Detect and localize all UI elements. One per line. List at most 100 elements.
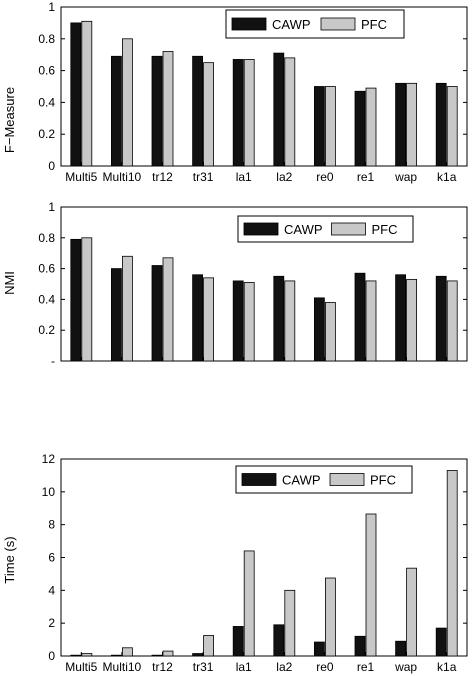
bar-cawp-k1a bbox=[435, 82, 447, 167]
bar-cawp-wap bbox=[395, 82, 407, 167]
bar-pfc-tr31 bbox=[203, 277, 215, 362]
bar-pfc-re0 bbox=[324, 302, 336, 362]
x-tick-label: tr31 bbox=[193, 660, 214, 674]
bar-pfc-la2 bbox=[284, 589, 296, 657]
bar-cawp-multi10 bbox=[111, 654, 122, 657]
y-tick-label: 0.8 bbox=[38, 32, 55, 46]
bar-pfc-multi10 bbox=[122, 255, 133, 362]
y-axis-label: F−Measure bbox=[2, 87, 17, 153]
bar-pfc-tr31 bbox=[203, 635, 215, 657]
legend-swatch-pfc bbox=[329, 473, 365, 486]
bar-cawp-la2 bbox=[273, 275, 285, 362]
x-tick-label: k1a bbox=[437, 660, 457, 674]
x-tick-label: la1 bbox=[236, 660, 252, 674]
y-tick-label: 8 bbox=[48, 518, 55, 532]
bar-cawp-multi5 bbox=[70, 654, 82, 657]
legend-label-pfc: PFC bbox=[370, 473, 396, 488]
bar-pfc-la1 bbox=[243, 550, 255, 657]
y-tick-label: 0 bbox=[48, 159, 55, 173]
x-tick-label: re0 bbox=[316, 660, 334, 674]
bar-pfc-multi5 bbox=[81, 20, 93, 167]
bar-pfc-la1 bbox=[243, 282, 255, 362]
x-tick-label: re0 bbox=[316, 170, 334, 184]
bar-cawp-la1 bbox=[232, 280, 244, 362]
x-tick-label: re1 bbox=[357, 170, 375, 184]
plot-frame bbox=[60, 6, 468, 167]
bar-cawp-multi10 bbox=[111, 55, 122, 167]
x-tick-label: Multi5 bbox=[65, 170, 97, 184]
legend-label-cawp: CAWP bbox=[284, 222, 323, 237]
y-tick-label: 10 bbox=[42, 485, 56, 499]
y-tick-label: 0.4 bbox=[38, 95, 55, 109]
legend-label-cawp: CAWP bbox=[282, 473, 321, 488]
legend-label-pfc: PFC bbox=[372, 222, 398, 237]
bar-pfc-tr12 bbox=[162, 51, 174, 167]
x-tick-label: tr12 bbox=[152, 660, 173, 674]
y-tick-label: 12 bbox=[42, 452, 56, 466]
x-tick-label: Multi10 bbox=[103, 660, 142, 674]
bar-pfc-re1 bbox=[365, 280, 377, 362]
bar-pfc-re1 bbox=[365, 513, 377, 657]
bar-cawp-wap bbox=[395, 274, 407, 362]
bar-pfc-wap bbox=[406, 278, 418, 362]
y-tick-label: 0.6 bbox=[38, 64, 55, 78]
bar-pfc-wap bbox=[406, 82, 418, 167]
legend-swatch-cawp bbox=[243, 222, 279, 236]
bar-cawp-re0 bbox=[313, 86, 325, 167]
bar-pfc-la2 bbox=[284, 57, 296, 167]
bar-cawp-multi5 bbox=[70, 238, 82, 362]
bar-pfc-la1 bbox=[243, 59, 255, 167]
bar-cawp-re0 bbox=[313, 641, 325, 657]
bar-pfc-k1a bbox=[446, 280, 458, 362]
bar-pfc-tr12 bbox=[162, 257, 174, 362]
bar-pfc-multi10 bbox=[122, 38, 133, 167]
legend: CAWP PFC bbox=[225, 9, 405, 39]
x-tick-label: tr12 bbox=[152, 170, 173, 184]
x-tick-label: la1 bbox=[236, 170, 252, 184]
bar-pfc-tr31 bbox=[203, 62, 215, 167]
bar-pfc-multi5 bbox=[81, 237, 93, 362]
bar-pfc-multi5 bbox=[81, 653, 93, 657]
bar-cawp-la2 bbox=[273, 624, 285, 657]
legend-swatch-cawp bbox=[241, 473, 277, 486]
y-tick-label: 6 bbox=[48, 551, 55, 565]
bar-cawp-tr12 bbox=[151, 265, 163, 362]
bar-pfc-tr12 bbox=[162, 650, 174, 657]
bar-pfc-k1a bbox=[446, 470, 458, 657]
bar-pfc-la2 bbox=[284, 280, 296, 362]
y-tick-label: 0 bbox=[48, 649, 55, 663]
bar-cawp-la1 bbox=[232, 626, 244, 657]
bar-cawp-tr12 bbox=[151, 55, 163, 167]
bar-cawp-multi5 bbox=[70, 22, 82, 167]
legend-label-cawp: CAWP bbox=[272, 17, 311, 32]
bar-pfc-re0 bbox=[324, 577, 336, 657]
bar-pfc-k1a bbox=[446, 86, 458, 167]
y-tick-label: 0.4 bbox=[38, 292, 55, 306]
bar-cawp-tr31 bbox=[192, 653, 204, 657]
y-tick-label: 0.8 bbox=[38, 231, 55, 245]
legend: CAWP PFC bbox=[235, 465, 413, 494]
chart-panel-1: 0 0.2 0.4 0.6 0.8 1 F−Measure Multi5 Multi10 tr12… bbox=[2, 0, 468, 184]
bar-cawp-la1 bbox=[232, 59, 244, 167]
legend: CAWP PFC bbox=[237, 215, 414, 243]
bar-pfc-wap bbox=[406, 567, 418, 657]
x-tick-label: k1a bbox=[437, 170, 457, 184]
x-tick-label: Multi10 bbox=[103, 170, 142, 184]
bar-cawp-tr31 bbox=[192, 55, 204, 167]
y-tick-label: 2 bbox=[48, 616, 55, 630]
y-tick-label: 0.6 bbox=[38, 262, 55, 276]
bar-cawp-multi10 bbox=[111, 268, 122, 362]
bar-cawp-re1 bbox=[354, 272, 366, 362]
bar-cawp-k1a bbox=[435, 275, 447, 362]
bar-pfc-re1 bbox=[365, 87, 377, 167]
y-tick-label: 0.2 bbox=[38, 323, 55, 337]
legend-swatch-pfc bbox=[320, 17, 356, 31]
x-tick-label: Multi5 bbox=[65, 660, 97, 674]
x-tick-label: la2 bbox=[276, 170, 292, 184]
y-axis-label: Time (s) bbox=[2, 536, 17, 583]
bar-pfc-multi10 bbox=[122, 647, 133, 657]
bar-cawp-tr31 bbox=[192, 274, 204, 362]
bar-cawp-re0 bbox=[313, 297, 325, 362]
chart-panel-2: - 0.2 0.4 0.6 0.8 1 NMI CAWP PFC bbox=[2, 200, 468, 368]
